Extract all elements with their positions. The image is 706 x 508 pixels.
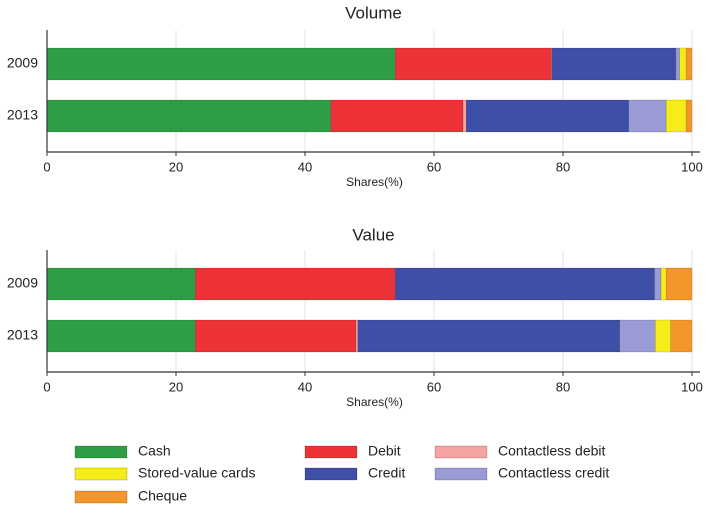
x-tick-label: 100	[681, 159, 703, 174]
chart-title: Value	[352, 225, 394, 244]
x-axis-label: Shares(%)	[346, 175, 403, 189]
x-tick-label: 60	[427, 379, 441, 394]
bar-segment	[46, 267, 196, 301]
bar-segment	[628, 99, 667, 133]
bar-segment	[685, 99, 693, 133]
x-tick-label: 80	[556, 159, 570, 174]
bar-segment	[357, 319, 621, 353]
bar-segment	[670, 319, 693, 353]
bar-segment	[551, 47, 677, 81]
legend-label: Cheque	[138, 488, 187, 504]
x-tick-label: 100	[681, 379, 703, 394]
bar-segment	[654, 319, 671, 353]
bar-segment	[195, 319, 357, 353]
bar-segment	[462, 99, 467, 133]
x-tick-label: 20	[169, 379, 183, 394]
bar-segment	[619, 319, 656, 353]
x-tick-label: 0	[43, 159, 50, 174]
x-tick-label: 60	[427, 159, 441, 174]
y-tick-label: 2013	[7, 107, 38, 123]
bar-segment	[330, 99, 464, 133]
bar-segment	[665, 99, 687, 133]
x-tick-label: 40	[298, 159, 312, 174]
y-tick-label: 2009	[7, 55, 38, 71]
bar-segment	[679, 47, 687, 81]
bar-segment	[685, 47, 693, 81]
bar-segment	[466, 99, 630, 133]
bar-segment	[46, 99, 332, 133]
bar-segment	[395, 267, 655, 301]
y-tick-label: 2009	[7, 275, 38, 291]
bar-segment	[395, 47, 552, 81]
legend-swatch	[74, 467, 128, 481]
legend-label: Debit	[368, 443, 401, 459]
legend-swatch	[304, 467, 358, 481]
legend-swatch	[434, 445, 488, 459]
bar-segment	[46, 47, 396, 81]
bar-segment	[675, 47, 680, 81]
chart-title: Volume	[345, 3, 402, 22]
bar-segment	[660, 267, 667, 301]
legend-label: Contactless debit	[498, 443, 606, 459]
x-tick-label: 40	[298, 379, 312, 394]
legend-swatch	[74, 445, 128, 459]
legend-label: Cash	[138, 443, 171, 459]
bar-segment	[665, 267, 693, 301]
bar-segment	[355, 319, 359, 353]
y-tick-label: 2013	[7, 327, 38, 343]
legend-swatch	[74, 490, 128, 504]
bar-segment	[654, 267, 662, 301]
bar-segment	[46, 319, 196, 353]
legend-swatch	[434, 467, 488, 481]
bar-segment	[195, 267, 396, 301]
legend-label: Stored-value cards	[138, 465, 256, 481]
x-axis-label: Shares(%)	[346, 395, 403, 409]
x-tick-label: 20	[169, 159, 183, 174]
x-tick-label: 0	[43, 379, 50, 394]
legend-label: Credit	[368, 465, 405, 481]
x-tick-label: 80	[556, 379, 570, 394]
legend-label: Contactless credit	[498, 465, 609, 481]
legend-swatch	[304, 445, 358, 459]
